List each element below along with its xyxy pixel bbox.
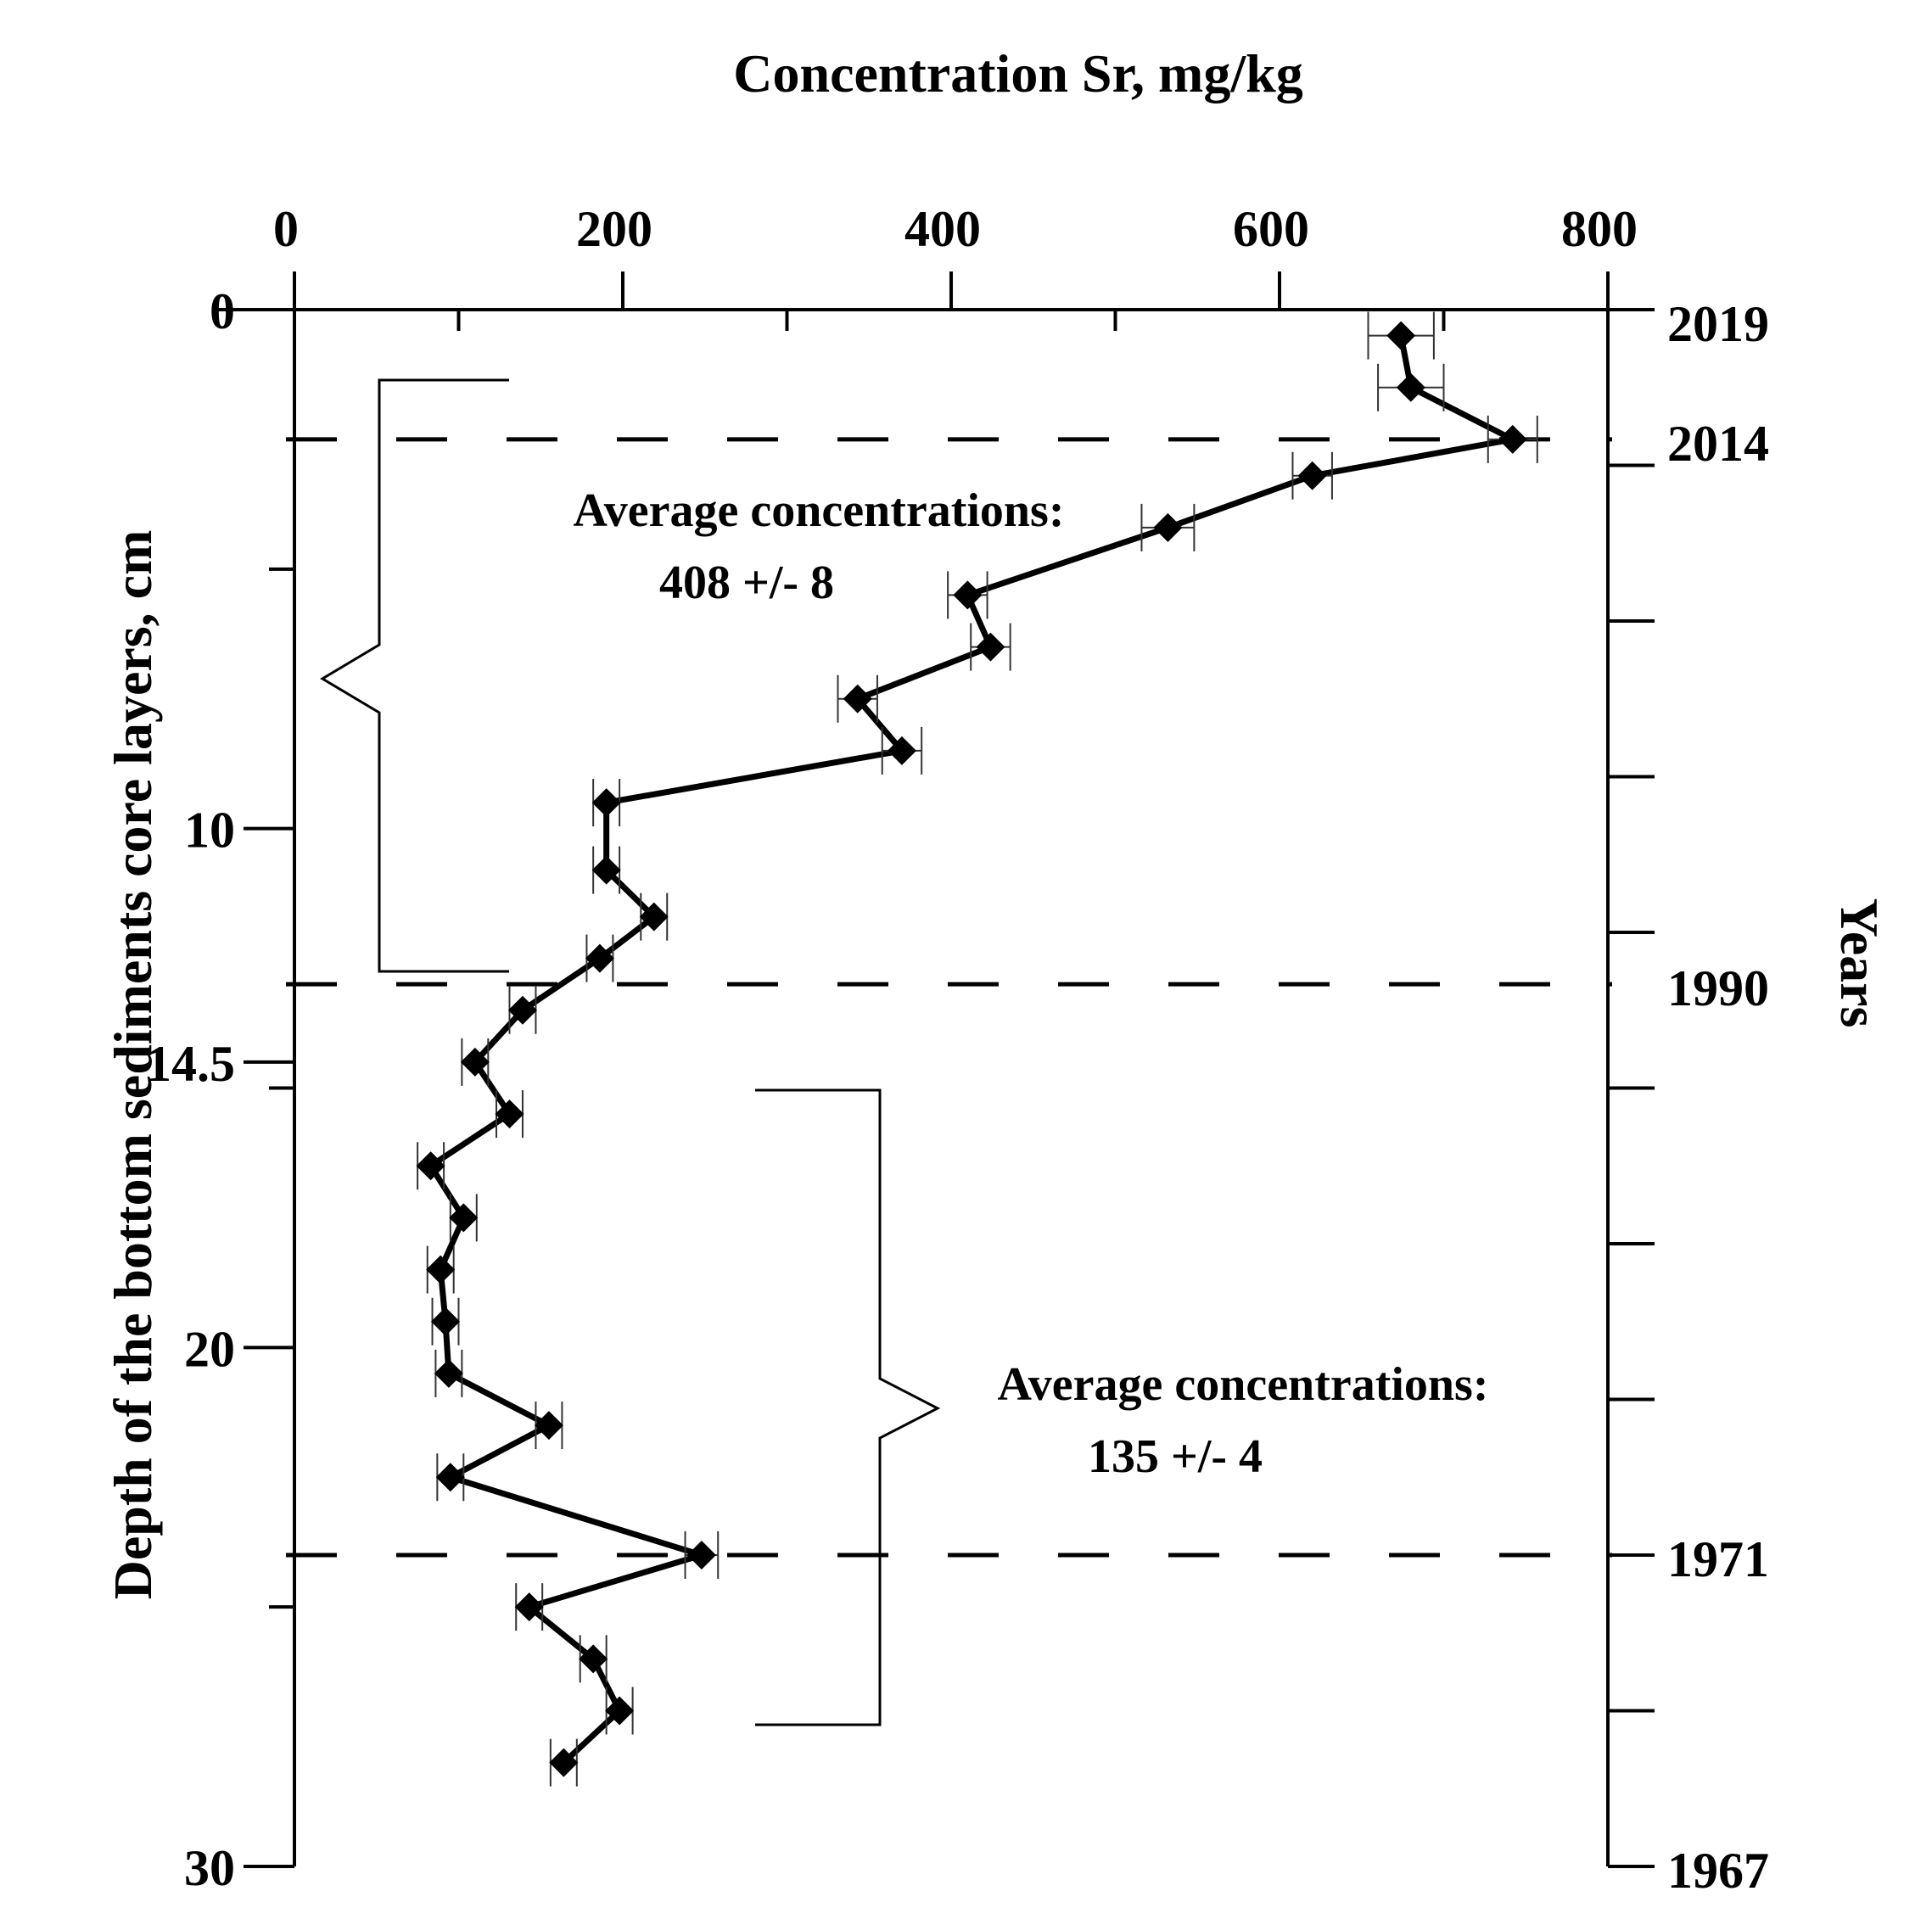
data-point [1297,461,1327,490]
annotation-lower-label: Average concentrations: [997,1358,1488,1411]
brace-upper [320,378,509,973]
y-tick-label: 30 [184,1840,235,1896]
data-point [449,1203,479,1233]
y-tick-label: 10 [184,803,235,859]
data-point [1153,512,1183,542]
axes: 0 200 400 600 800 0 10 14.5 20 30 2019 2014 1990 1971… [146,201,1769,1899]
x-tick-label: 200 [576,201,652,257]
chart-title: Concentration Sr, mg/kg [733,43,1302,104]
data-point [1386,321,1416,350]
data-point [495,1099,524,1129]
data-point [416,1151,445,1181]
y-tick-label: 14.5 [146,1036,235,1092]
year-label: 2019 [1667,296,1769,352]
data-point [843,684,872,713]
year-label: 1967 [1667,1843,1769,1899]
data-point [686,1541,716,1569]
data-point [431,1307,461,1336]
data-point [579,1644,608,1674]
series-line [428,334,1516,1765]
data-point [1498,424,1527,454]
data-point [435,1463,465,1492]
data-point [639,902,669,932]
x-tick-label: 600 [1233,201,1309,257]
data-point [585,943,614,973]
y-tick-label: 20 [184,1321,235,1377]
brace-lower [755,1088,941,1726]
annotation-lower-value: 135 +/- 4 [1088,1430,1263,1483]
x-tick-label: 400 [904,201,981,257]
data-point [426,1255,456,1284]
annotation-upper-value: 408 +/- 8 [659,557,834,609]
x-tick-label: 800 [1561,201,1638,257]
data-point [605,1696,635,1726]
data-point [434,1358,463,1388]
right-axis-label: Years [1829,898,1890,1028]
year-label: 2014 [1667,416,1769,472]
y-tick-label: 0 [210,283,235,339]
data-point [549,1748,579,1777]
data-point [591,855,621,885]
year-label: 1990 [1667,960,1769,1016]
data-point [460,1047,490,1077]
year-label: 1971 [1667,1531,1769,1587]
data-point [953,580,983,610]
data-point [591,788,621,818]
data-point [1396,372,1425,402]
y-axis-label: Depth of the bottom sediments core layer… [103,530,163,1600]
x-tick-label: 0 [273,201,299,257]
annotation-upper-label: Average concentrations: [573,484,1064,537]
data-point [514,1592,544,1622]
data-point [534,1411,563,1441]
data-point [507,995,537,1025]
data-point [976,632,1005,662]
dashed-reference-lines [286,437,1612,1558]
data-series [416,311,1538,1787]
data-point [887,736,916,765]
